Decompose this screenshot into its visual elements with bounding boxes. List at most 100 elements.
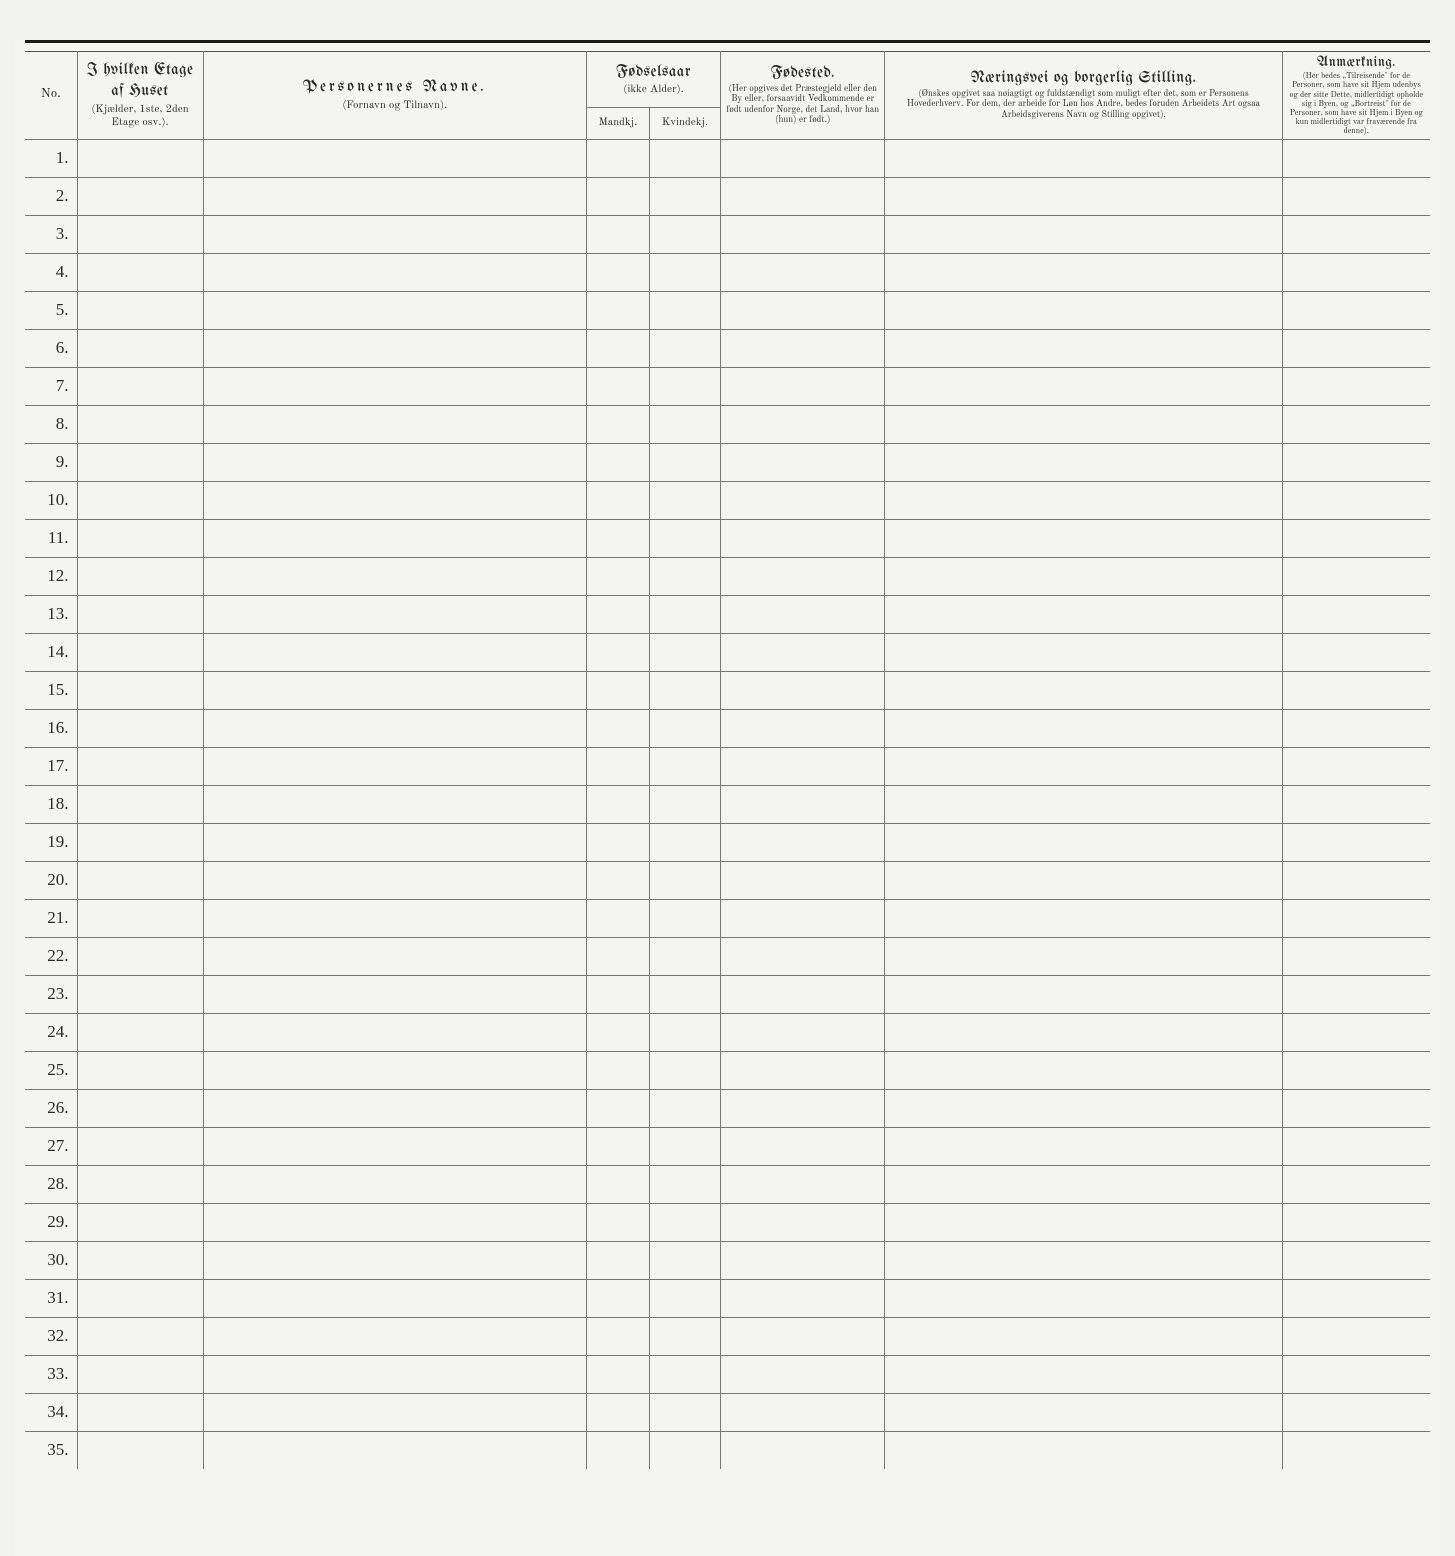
empty-cell — [1282, 329, 1430, 367]
empty-cell — [586, 633, 649, 671]
empty-cell — [203, 215, 586, 253]
empty-cell — [649, 899, 720, 937]
empty-cell — [721, 937, 885, 975]
empty-cell — [77, 1127, 203, 1165]
row-number: 23. — [25, 975, 77, 1013]
empty-cell — [721, 823, 885, 861]
empty-cell — [586, 671, 649, 709]
empty-cell — [77, 405, 203, 443]
header-navne-title: Personernes Navne. — [208, 78, 582, 99]
empty-cell — [1282, 1393, 1430, 1431]
empty-cell — [649, 1431, 720, 1469]
empty-cell — [203, 329, 586, 367]
empty-cell — [77, 975, 203, 1013]
empty-cell — [1282, 709, 1430, 747]
empty-cell — [77, 1431, 203, 1469]
header-naering-sub: (Ønskes opgivet saa nøiagtigt og fuldstæ… — [889, 90, 1277, 121]
row-number: 18. — [25, 785, 77, 823]
empty-cell — [586, 481, 649, 519]
empty-cell — [586, 899, 649, 937]
empty-cell — [885, 1203, 1282, 1241]
empty-cell — [1282, 1431, 1430, 1469]
row-number: 8. — [25, 405, 77, 443]
row-number: 7. — [25, 367, 77, 405]
empty-cell — [885, 1051, 1282, 1089]
table-row: 3. — [25, 215, 1430, 253]
empty-cell — [1282, 253, 1430, 291]
header-etage-sub: (Kjælder, 1ste, 2den Etage osv.). — [82, 103, 199, 129]
empty-cell — [203, 1279, 586, 1317]
empty-cell — [77, 215, 203, 253]
empty-cell — [721, 1431, 885, 1469]
empty-cell — [77, 595, 203, 633]
empty-cell — [721, 329, 885, 367]
empty-cell — [649, 557, 720, 595]
table-row: 19. — [25, 823, 1430, 861]
empty-cell — [1282, 1089, 1430, 1127]
empty-cell — [1282, 861, 1430, 899]
empty-cell — [649, 291, 720, 329]
table-header: No. I hvilken Etage af Huset (Kjælder, 1… — [25, 52, 1430, 140]
row-number: 27. — [25, 1127, 77, 1165]
empty-cell — [885, 595, 1282, 633]
table-row: 22. — [25, 937, 1430, 975]
row-number: 33. — [25, 1355, 77, 1393]
empty-cell — [885, 443, 1282, 481]
empty-cell — [203, 481, 586, 519]
empty-cell — [586, 1241, 649, 1279]
empty-cell — [721, 215, 885, 253]
empty-cell — [885, 1317, 1282, 1355]
header-navne-sub: (Fornavn og Tilnavn). — [208, 99, 582, 112]
empty-cell — [77, 785, 203, 823]
empty-cell — [885, 1089, 1282, 1127]
empty-cell — [1282, 747, 1430, 785]
empty-cell — [203, 747, 586, 785]
empty-cell — [649, 1013, 720, 1051]
empty-cell — [1282, 975, 1430, 1013]
empty-cell — [885, 139, 1282, 177]
row-number: 5. — [25, 291, 77, 329]
row-number: 9. — [25, 443, 77, 481]
empty-cell — [885, 1165, 1282, 1203]
row-number: 4. — [25, 253, 77, 291]
empty-cell — [77, 747, 203, 785]
empty-cell — [885, 215, 1282, 253]
empty-cell — [721, 443, 885, 481]
empty-cell — [203, 785, 586, 823]
empty-cell — [77, 1013, 203, 1051]
row-number: 2. — [25, 177, 77, 215]
table-row: 31. — [25, 1279, 1430, 1317]
empty-cell — [203, 177, 586, 215]
empty-cell — [203, 671, 586, 709]
table-row: 1. — [25, 139, 1430, 177]
table-body: 1.2.3.4.5.6.7.8.9.10.11.12.13.14.15.16.1… — [25, 139, 1430, 1469]
empty-cell — [649, 215, 720, 253]
empty-cell — [77, 557, 203, 595]
empty-cell — [203, 1051, 586, 1089]
empty-cell — [649, 443, 720, 481]
empty-cell — [586, 557, 649, 595]
empty-cell — [1282, 1013, 1430, 1051]
header-etage: I hvilken Etage af Huset (Kjælder, 1ste,… — [77, 52, 203, 140]
table-row: 10. — [25, 481, 1430, 519]
empty-cell — [586, 215, 649, 253]
empty-cell — [1282, 1051, 1430, 1089]
empty-cell — [77, 519, 203, 557]
empty-cell — [885, 1279, 1282, 1317]
empty-cell — [77, 633, 203, 671]
table-row: 18. — [25, 785, 1430, 823]
empty-cell — [649, 937, 720, 975]
empty-cell — [721, 1013, 885, 1051]
header-no: No. — [25, 52, 77, 140]
empty-cell — [586, 709, 649, 747]
empty-cell — [1282, 177, 1430, 215]
empty-cell — [586, 1279, 649, 1317]
empty-cell — [1282, 633, 1430, 671]
empty-cell — [586, 785, 649, 823]
empty-cell — [649, 671, 720, 709]
empty-cell — [586, 253, 649, 291]
row-number: 29. — [25, 1203, 77, 1241]
header-fodselsaar: Fødselsaar (ikke Alder). — [586, 52, 720, 108]
empty-cell — [649, 405, 720, 443]
row-number: 30. — [25, 1241, 77, 1279]
